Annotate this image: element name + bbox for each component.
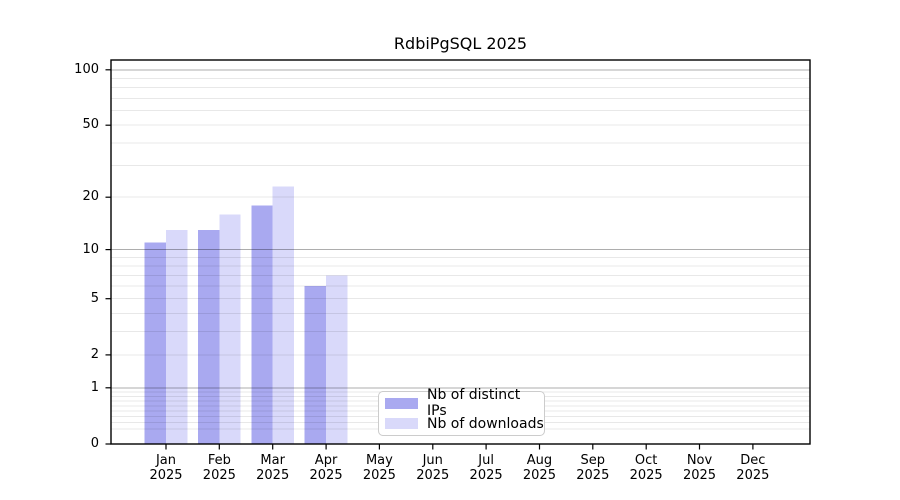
chart-title: RdbiPgSQL 2025 bbox=[393, 34, 528, 53]
x-tick-label-apr: Apr 2025 bbox=[309, 453, 343, 483]
legend-swatch-distinct-ips-icon bbox=[385, 397, 418, 409]
bar-apr-downloads bbox=[326, 275, 348, 444]
x-tick-label-jun: Jun 2025 bbox=[416, 453, 450, 483]
x-tick-label-nov: Nov 2025 bbox=[682, 453, 717, 483]
y-tick-label: 1 bbox=[90, 379, 99, 395]
legend-label-downloads: Nb of downloads bbox=[427, 415, 544, 432]
bar-apr-distinct-ips bbox=[304, 286, 327, 444]
y-tick-label: 100 bbox=[74, 61, 99, 77]
legend-item-distinct-ips: Nb of distinct IPs bbox=[385, 387, 544, 419]
x-tick-label-dec: Dec 2025 bbox=[736, 453, 770, 483]
legend-item-downloads: Nb of downloads bbox=[385, 415, 544, 433]
bar-mar-downloads bbox=[272, 186, 295, 445]
x-tick-label-oct: Oct 2025 bbox=[629, 453, 663, 483]
y-tick-label: 5 bbox=[90, 290, 99, 306]
legend-label-distinct-ips: Nb of distinct IPs bbox=[427, 387, 521, 420]
x-tick-label-mar: Mar 2025 bbox=[256, 453, 290, 483]
bar-jan-downloads bbox=[166, 230, 188, 444]
x-tick-label-may: May 2025 bbox=[362, 453, 396, 483]
bar-feb-distinct-ips bbox=[197, 230, 220, 444]
x-tick-label-sep: Sep 2025 bbox=[576, 453, 610, 483]
x-tick-label-jul: Jul 2025 bbox=[469, 453, 503, 483]
x-tick-label-aug: Aug 2025 bbox=[522, 453, 556, 483]
legend-swatch-downloads-icon bbox=[385, 418, 418, 430]
bar-jan-distinct-ips bbox=[144, 242, 166, 444]
y-tick-label: 50 bbox=[82, 117, 99, 133]
y-tick-label: 20 bbox=[82, 189, 99, 205]
x-tick-label-jan: Jan 2025 bbox=[149, 453, 183, 483]
x-tick-label-feb: Feb 2025 bbox=[202, 453, 236, 483]
y-tick-label: 0 bbox=[90, 436, 99, 451]
y-tick-label: 2 bbox=[90, 346, 99, 362]
bar-feb-downloads bbox=[219, 214, 241, 444]
legend: Nb of distinct IPs Nb of downloads bbox=[378, 387, 545, 436]
plot-box bbox=[110, 59, 811, 445]
bar-mar-distinct-ips bbox=[251, 205, 273, 444]
y-tick-label: 10 bbox=[82, 241, 99, 257]
